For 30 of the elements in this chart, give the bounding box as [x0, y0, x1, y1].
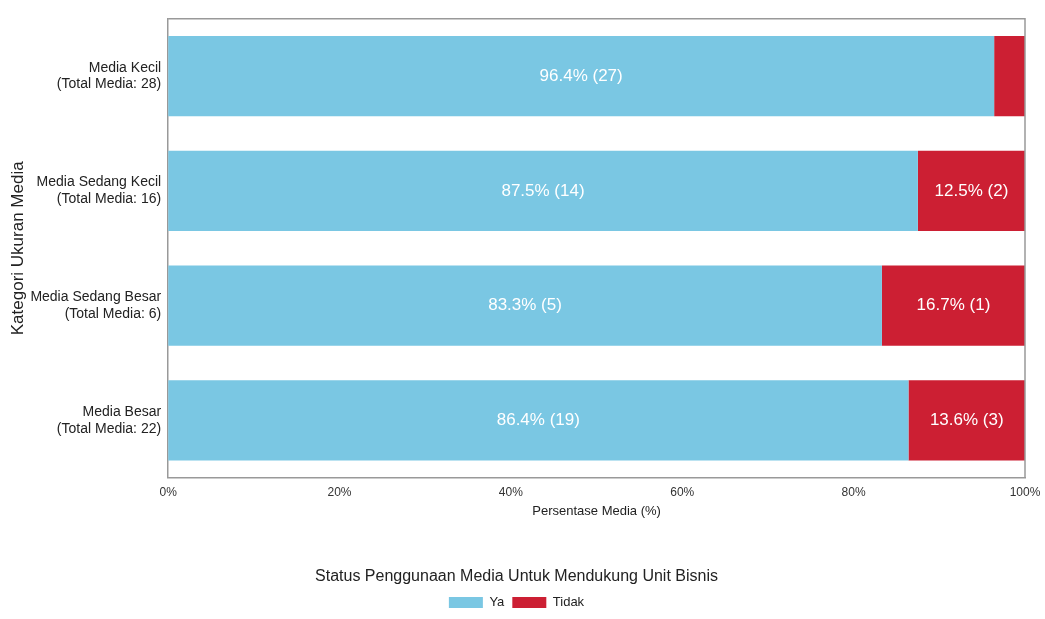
- data-label: 83.3% (5): [488, 295, 562, 315]
- data-label: 16.7% (1): [916, 295, 991, 315]
- bar: [168, 265, 882, 346]
- bar: [917, 150, 1025, 232]
- legend-label: Ya: [489, 594, 506, 610]
- data-label: 87.5% (14): [501, 180, 585, 200]
- bar: [168, 36, 995, 117]
- y-tick-label: Media Sedang Besar (Total Media: 6): [30, 288, 162, 321]
- x-tick-label: 40%: [498, 485, 524, 500]
- x-tick-label: 20%: [327, 485, 352, 500]
- x-axis-title: Persentase Media (%): [532, 502, 661, 518]
- x-tick-label: 0%: [159, 485, 178, 500]
- x-tick-label: 100%: [1009, 485, 1041, 500]
- bar: [168, 380, 909, 461]
- legend-label: Tidak: [552, 594, 585, 610]
- data-label: 86.4% (19): [496, 410, 580, 430]
- data-label: 13.6% (3): [929, 410, 1004, 430]
- y-tick-label: Media Sedang Kecil (Total Media: 16): [36, 173, 162, 207]
- data-label: 12.5% (2): [934, 180, 1009, 200]
- bar: [908, 380, 1025, 461]
- data-label: 96.4% (27): [539, 65, 623, 85]
- y-axis-title: Kategori Ukuran Media: [7, 160, 27, 336]
- legend-title: Status Penggunaan Media Untuk Mendukung Unit Bisnis: [315, 567, 718, 585]
- x-tick-label: 60%: [670, 485, 695, 500]
- bar: [881, 265, 1025, 346]
- y-tick-label: Media Kecil (Total Media: 28): [56, 58, 162, 92]
- y-tick-label: Media Besar (Total Media: 22): [56, 402, 162, 436]
- x-tick-label: 80%: [841, 485, 866, 500]
- bar: [168, 150, 918, 232]
- bar: [994, 36, 1025, 117]
